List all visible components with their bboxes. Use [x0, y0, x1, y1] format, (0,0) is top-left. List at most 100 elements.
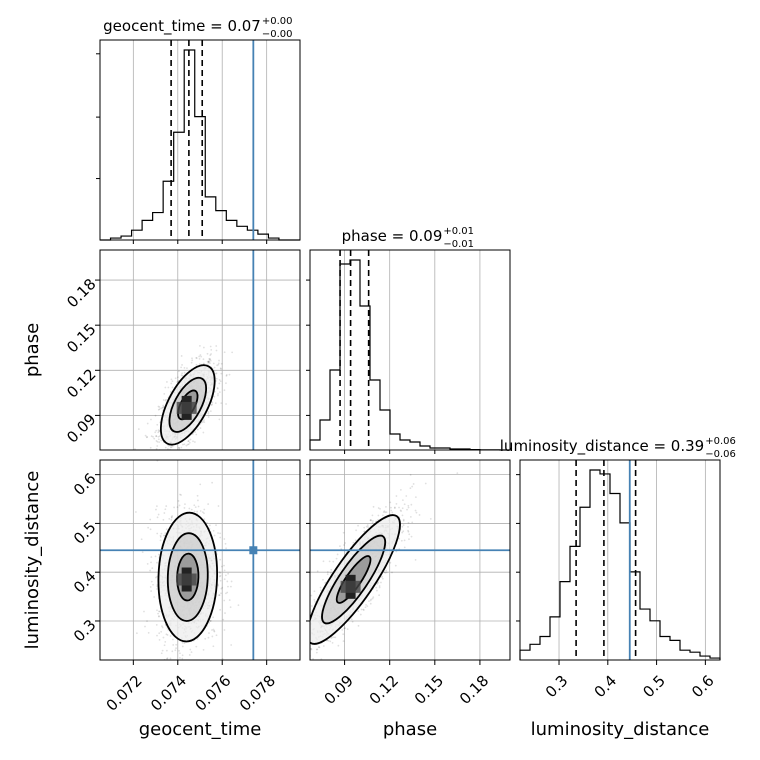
sample-point — [314, 600, 316, 603]
sample-point — [217, 363, 220, 366]
sample-point — [376, 589, 378, 592]
sample-point — [310, 605, 313, 607]
sample-point — [222, 618, 225, 621]
sample-point — [193, 441, 196, 443]
sample-point — [322, 560, 325, 563]
sample-point — [237, 604, 240, 607]
sample-point — [181, 645, 184, 648]
sample-point — [302, 615, 304, 617]
sample-point — [187, 440, 190, 442]
x-tick-label: 0.18 — [456, 672, 492, 708]
sample-point — [405, 495, 408, 497]
sample-point — [186, 367, 188, 369]
sample-point — [208, 621, 211, 624]
sample-point — [195, 645, 198, 648]
sample-point — [330, 637, 333, 640]
sample-point — [313, 598, 316, 601]
sample-point — [172, 644, 175, 646]
sample-point — [224, 612, 226, 614]
sample-point — [202, 431, 205, 434]
sample-point — [310, 594, 313, 597]
sample-point — [401, 525, 404, 528]
sample-point — [156, 440, 159, 443]
sample-point — [163, 644, 166, 647]
sample-point — [189, 661, 191, 663]
sample-point — [172, 455, 174, 457]
sample-point — [206, 352, 209, 355]
sample-point — [346, 628, 349, 631]
sample-point — [313, 590, 316, 593]
sample-point — [169, 391, 172, 393]
sample-point — [381, 575, 384, 578]
sample-point — [155, 508, 157, 511]
sample-point — [226, 580, 229, 583]
sample-point — [156, 423, 159, 426]
sample-point — [293, 636, 295, 638]
sample-point — [207, 416, 210, 418]
sample-point — [330, 568, 333, 571]
sample-point — [157, 405, 160, 408]
sample-point — [158, 441, 161, 443]
sample-point — [389, 561, 392, 564]
sample-point — [302, 658, 304, 660]
sample-point — [375, 586, 378, 589]
sample-point — [393, 506, 396, 509]
sample-point — [158, 408, 161, 411]
sample-point — [331, 636, 334, 639]
sample-point — [218, 575, 221, 578]
sample-point — [225, 403, 227, 405]
sample-point — [343, 627, 346, 630]
sample-point — [207, 412, 210, 415]
sample-point — [218, 594, 221, 597]
sample-point — [217, 584, 220, 587]
sample-point — [408, 538, 410, 541]
sample-point — [357, 524, 359, 527]
sample-point — [177, 376, 179, 379]
sample-point — [157, 431, 160, 434]
sample-point — [418, 514, 421, 516]
x-tick-label: 0.12 — [366, 672, 402, 708]
sample-point — [155, 435, 158, 438]
sample-point — [169, 469, 171, 471]
sample-point — [391, 511, 394, 514]
sample-point — [180, 462, 182, 464]
sample-point — [162, 636, 165, 639]
sample-point — [146, 436, 148, 438]
sample-point — [197, 505, 200, 508]
sample-point — [365, 603, 367, 606]
sample-point — [180, 355, 183, 357]
sample-point — [159, 539, 162, 542]
sample-point — [371, 597, 374, 600]
sample-point — [160, 652, 163, 655]
grid — [344, 250, 481, 450]
sample-point — [155, 429, 158, 432]
sample-point — [201, 511, 204, 514]
sample-point — [153, 596, 156, 598]
sample-point — [192, 440, 194, 443]
sample-point — [223, 538, 226, 540]
sample-point — [144, 625, 146, 628]
sample-point — [385, 569, 388, 572]
panel-geocent_time-phase — [99, 249, 301, 451]
panel-hist-luminosity_distance — [519, 459, 721, 661]
sample-point — [152, 583, 154, 586]
sample-point — [164, 641, 167, 643]
sample-point — [207, 361, 210, 364]
sample-point — [181, 657, 184, 660]
sample-point — [195, 433, 198, 436]
sample-point — [414, 509, 417, 512]
sample-point — [155, 453, 157, 455]
sample-point — [342, 640, 345, 643]
sample-point — [217, 532, 219, 534]
sample-point — [162, 518, 165, 521]
panel-hist-geocent_time — [99, 39, 301, 241]
sample-point — [164, 386, 167, 389]
sample-point — [156, 532, 159, 535]
y-tick-label: 0.15 — [63, 320, 99, 356]
sample-point — [225, 547, 227, 550]
sample-point — [179, 478, 181, 480]
sample-point — [215, 634, 218, 637]
sample-point — [224, 542, 227, 545]
sample-point — [170, 378, 173, 381]
